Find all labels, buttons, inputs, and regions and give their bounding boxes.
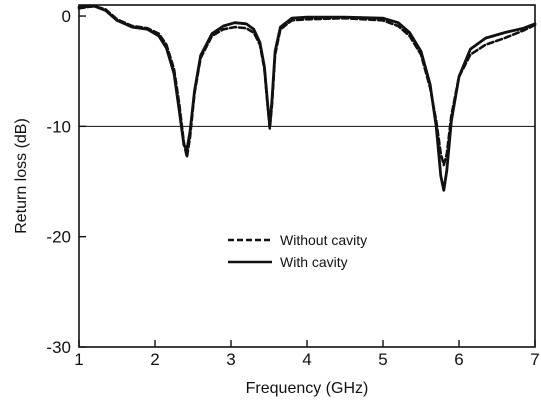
series-layer: [77, 4, 537, 192]
y-tick-label: 0: [62, 7, 71, 26]
y-axis-label: Return loss (dB): [13, 118, 30, 234]
y-tick-label: -30: [46, 338, 71, 357]
x-tick-label: 3: [226, 350, 235, 369]
x-tick-label: 4: [302, 350, 311, 369]
legend: Without cavity With cavity: [228, 232, 367, 270]
y-tick-label: -10: [46, 117, 71, 136]
series-line-2: [77, 4, 537, 192]
x-tick-label: 5: [378, 350, 387, 369]
legend-label-1: Without cavity: [280, 232, 367, 248]
x-tick-label: 1: [74, 350, 83, 369]
x-tick-layer: 1 2 3 4 5 6 7: [74, 340, 540, 369]
x-tick-label: 7: [530, 350, 539, 369]
legend-label-2: With cavity: [280, 254, 348, 270]
x-axis-label: Frequency (GHz): [246, 380, 369, 397]
y-tick-label: -20: [46, 228, 71, 247]
y-tick-layer: 0 -10 -20 -30: [46, 7, 86, 357]
x-tick-label: 6: [454, 350, 463, 369]
x-tick-label: 2: [150, 350, 159, 369]
